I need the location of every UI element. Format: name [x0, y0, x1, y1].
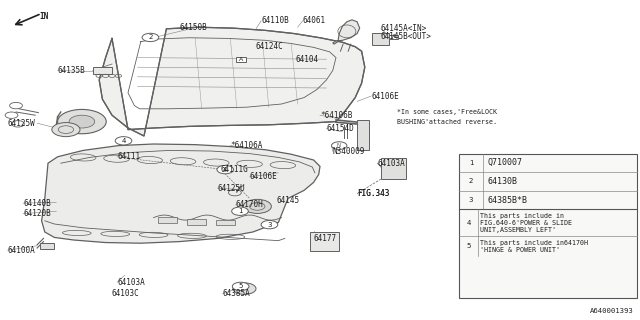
Text: FIG.343: FIG.343: [357, 189, 390, 198]
Circle shape: [217, 165, 234, 174]
FancyBboxPatch shape: [236, 57, 246, 62]
Text: 64130B: 64130B: [488, 177, 518, 186]
Text: 64170H: 64170H: [236, 200, 263, 209]
Circle shape: [261, 220, 278, 229]
Circle shape: [233, 283, 256, 294]
Polygon shape: [42, 144, 320, 243]
Text: 4: 4: [223, 167, 227, 172]
Text: 64385A: 64385A: [223, 289, 250, 298]
Circle shape: [69, 115, 95, 128]
FancyBboxPatch shape: [357, 120, 369, 150]
Circle shape: [52, 123, 80, 137]
Text: 3: 3: [267, 222, 272, 228]
Text: 4: 4: [122, 138, 125, 144]
Text: BUSHING'attached reverse.: BUSHING'attached reverse.: [397, 119, 497, 124]
Text: 2: 2: [469, 179, 473, 184]
Text: 64111G: 64111G: [221, 165, 248, 174]
Text: 64145: 64145: [276, 196, 300, 205]
Text: 64177: 64177: [314, 234, 337, 243]
Text: 64106E: 64106E: [250, 172, 277, 181]
Text: IN: IN: [40, 12, 49, 21]
Text: FIG.640-6'POWER & SLIDE: FIG.640-6'POWER & SLIDE: [480, 220, 572, 226]
Text: N: N: [337, 143, 340, 148]
Text: 64103A: 64103A: [378, 159, 405, 168]
Circle shape: [461, 219, 476, 227]
Text: UNIT,ASSEMBLY LEFT': UNIT,ASSEMBLY LEFT': [480, 227, 556, 233]
Circle shape: [461, 242, 476, 250]
Circle shape: [142, 33, 159, 42]
Text: 64125W: 64125W: [8, 119, 35, 128]
Circle shape: [232, 282, 249, 291]
Text: 64104: 64104: [296, 55, 319, 64]
Text: A640001393: A640001393: [590, 308, 634, 314]
FancyBboxPatch shape: [372, 33, 389, 45]
FancyBboxPatch shape: [389, 35, 398, 39]
Text: 64125U: 64125U: [218, 184, 245, 193]
Circle shape: [58, 109, 106, 134]
Text: 64110B: 64110B: [261, 16, 289, 25]
Circle shape: [115, 137, 132, 145]
Text: 64140B: 64140B: [23, 199, 51, 208]
Text: This parts include in: This parts include in: [480, 213, 564, 219]
Text: 64106E: 64106E: [371, 92, 399, 100]
Text: 64145B<OUT>: 64145B<OUT>: [381, 32, 431, 41]
Circle shape: [463, 159, 479, 167]
Text: 2: 2: [148, 35, 152, 40]
Circle shape: [243, 199, 271, 213]
Text: 5: 5: [467, 243, 470, 249]
Text: 64150B: 64150B: [179, 23, 207, 32]
Text: 64124C: 64124C: [256, 42, 284, 51]
Text: 64100A: 64100A: [8, 246, 35, 255]
FancyBboxPatch shape: [187, 219, 206, 225]
Text: 64103C: 64103C: [112, 289, 140, 298]
Text: *64106A: *64106A: [230, 141, 263, 150]
Polygon shape: [99, 27, 365, 136]
Text: 64120B: 64120B: [23, 209, 51, 218]
Circle shape: [463, 178, 479, 185]
Circle shape: [463, 196, 479, 204]
Text: 64103A: 64103A: [117, 278, 145, 287]
Text: 64385B*B: 64385B*B: [488, 196, 528, 204]
Text: A: A: [239, 57, 243, 62]
Text: Q710007: Q710007: [488, 158, 523, 167]
Text: 'HINGE & POWER UNIT': 'HINGE & POWER UNIT': [480, 247, 560, 253]
Text: 64061: 64061: [303, 16, 326, 25]
Circle shape: [232, 207, 248, 215]
Text: FIG.343: FIG.343: [357, 189, 390, 198]
Text: 5: 5: [239, 284, 243, 289]
Text: 64145A<IN>: 64145A<IN>: [381, 24, 427, 33]
Text: 64154D: 64154D: [326, 124, 354, 133]
FancyBboxPatch shape: [158, 217, 177, 223]
Text: 4: 4: [467, 220, 470, 226]
Text: 64135B: 64135B: [58, 66, 85, 75]
Polygon shape: [333, 20, 360, 44]
FancyBboxPatch shape: [459, 154, 637, 298]
FancyBboxPatch shape: [216, 220, 235, 225]
FancyBboxPatch shape: [40, 243, 54, 249]
Text: 1: 1: [468, 160, 474, 166]
Text: A: A: [392, 34, 396, 39]
Text: 1: 1: [237, 208, 243, 214]
FancyBboxPatch shape: [381, 158, 406, 179]
Text: *In some cases,'Free&LOCK: *In some cases,'Free&LOCK: [397, 109, 497, 115]
Text: 3: 3: [468, 197, 474, 203]
Text: This parts include in64170H: This parts include in64170H: [480, 240, 588, 246]
Text: 64111: 64111: [117, 152, 140, 161]
FancyBboxPatch shape: [93, 67, 112, 74]
Text: *64106B: *64106B: [320, 111, 353, 120]
Text: N340009: N340009: [333, 147, 365, 156]
FancyBboxPatch shape: [310, 232, 339, 251]
